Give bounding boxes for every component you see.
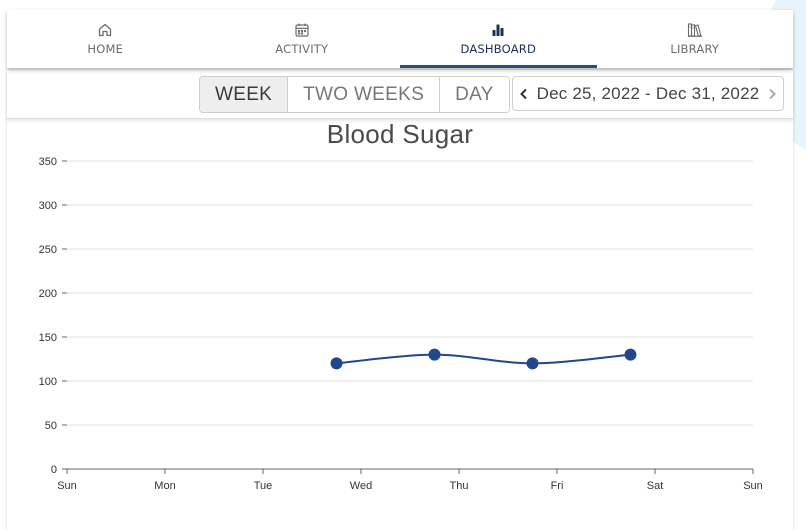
- next-week-button[interactable]: [761, 76, 783, 111]
- date-range-picker: Dec 25, 2022 - Dec 31, 2022: [512, 76, 784, 111]
- date-range-label: Dec 25, 2022 - Dec 31, 2022: [536, 83, 760, 103]
- tab-library[interactable]: LIBRARY: [597, 10, 794, 68]
- tab-dashboard[interactable]: DASHBOARD: [400, 10, 597, 68]
- range-two-weeks-button[interactable]: TWO WEEKS: [287, 77, 440, 112]
- chart-toolbar: WEEK TWO WEEKS DAY Dec 25, 2022 - Dec 31…: [7, 70, 793, 119]
- range-selector: WEEK TWO WEEKS DAY: [199, 76, 510, 113]
- tab-dashboard-label: DASHBOARD: [460, 42, 537, 56]
- tab-activity[interactable]: ACTIVITY: [204, 10, 401, 68]
- tab-library-label: LIBRARY: [670, 42, 720, 56]
- chart-title: Blood Sugar: [326, 119, 474, 149]
- previous-week-button[interactable]: [513, 76, 535, 111]
- dashboard-card: WEEK TWO WEEKS DAY Dec 25, 2022 - Dec 31…: [7, 70, 793, 530]
- range-day-button[interactable]: DAY: [439, 77, 509, 112]
- tab-home-label: HOME: [87, 42, 124, 56]
- tab-home[interactable]: HOME: [7, 10, 204, 68]
- bar-chart-icon: [492, 24, 504, 36]
- books-icon: [687, 23, 702, 37]
- range-week-button[interactable]: WEEK: [200, 77, 288, 112]
- chevron-right-icon: [769, 88, 776, 99]
- top-navigation: HOME ACTIVITY DASHBOARD LIBRARY: [7, 10, 793, 68]
- chevron-left-icon: [520, 88, 527, 99]
- tab-activity-label: ACTIVITY: [275, 42, 329, 56]
- home-icon: [99, 23, 112, 37]
- calendar-icon: [295, 23, 309, 37]
